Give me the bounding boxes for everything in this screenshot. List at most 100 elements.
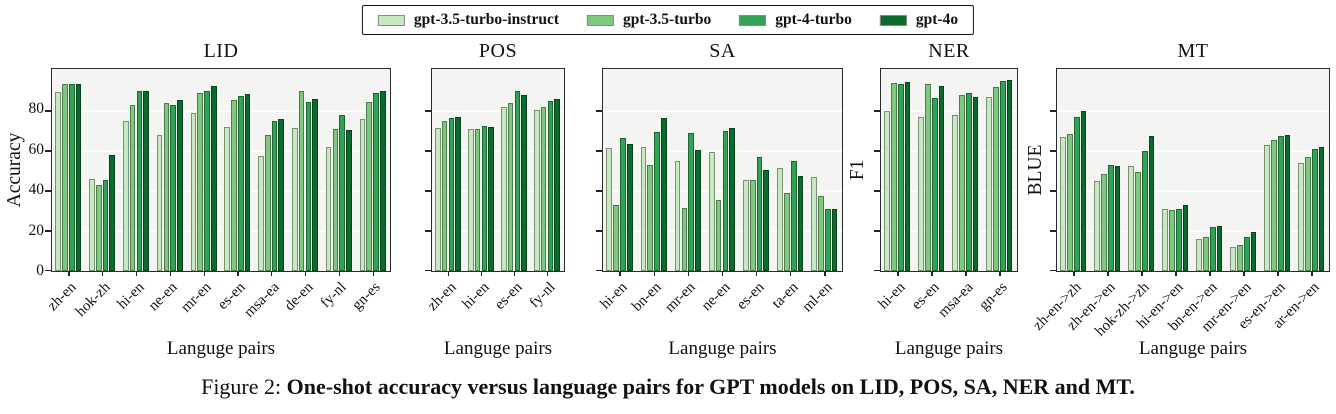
x-tick-mark xyxy=(169,271,171,276)
y-axis-label-f1: F1 xyxy=(847,159,868,181)
bar xyxy=(756,157,763,271)
bar xyxy=(1278,136,1284,271)
x-tick-label: msa-ea xyxy=(240,279,283,321)
bar xyxy=(891,83,897,271)
bar xyxy=(777,168,783,271)
bar xyxy=(972,97,979,271)
bar xyxy=(244,94,251,271)
bar xyxy=(514,91,520,271)
plot-area-lid: zh-en hok-zh hi-en ne-en mr-en es-en msa-ea de-… xyxy=(45,68,391,321)
chart-title: MT xyxy=(1177,40,1209,62)
x-tick-mark xyxy=(965,271,967,276)
bar xyxy=(1074,117,1080,271)
x-tick-mark xyxy=(619,271,621,276)
chart-title: SA xyxy=(709,40,736,62)
bar xyxy=(1169,210,1175,271)
bar xyxy=(237,96,244,271)
y-tick-mark xyxy=(596,269,602,271)
plot-area-mt: zh-en->zh zh-en->en hok-zh->zh hi-en->en bn-… xyxy=(1030,68,1330,340)
x-tick-label: ml-en xyxy=(799,279,836,316)
y-tick-mark xyxy=(425,110,431,112)
bar xyxy=(325,147,332,271)
bar xyxy=(708,152,715,271)
bar xyxy=(197,93,203,271)
x-tick-mark xyxy=(271,271,273,276)
x-tick-label: hok-zh xyxy=(72,279,114,321)
x-tick-mark xyxy=(546,271,549,276)
bar xyxy=(278,119,285,271)
bar xyxy=(109,155,116,271)
gridline xyxy=(1057,230,1329,232)
bar xyxy=(715,200,722,271)
bar xyxy=(373,93,379,271)
bar xyxy=(231,100,237,271)
x-tick-mark xyxy=(897,271,899,276)
y-tick-labels: 0 20 40 60 80 xyxy=(8,68,45,279)
bar xyxy=(1142,151,1148,271)
bar xyxy=(1318,147,1325,271)
gridline xyxy=(881,150,1017,152)
bar xyxy=(674,161,681,271)
bar xyxy=(271,121,278,271)
bar xyxy=(298,91,305,271)
bar xyxy=(1298,163,1305,271)
bar xyxy=(1210,227,1216,271)
legend-swatch-gpt4turbo xyxy=(739,14,767,26)
bar xyxy=(366,102,372,271)
chart-title: POS xyxy=(478,40,518,62)
chart-title: NER xyxy=(928,40,970,62)
x-tick-mark xyxy=(999,271,1001,276)
bar xyxy=(1237,245,1243,271)
y-tick-mark xyxy=(1050,110,1056,112)
bar xyxy=(346,130,352,271)
bar xyxy=(1148,136,1155,271)
x-axis-label: Languge pairs xyxy=(1138,338,1248,359)
bar xyxy=(62,84,68,271)
x-tick-mark xyxy=(480,271,483,276)
x-tick-mark xyxy=(1277,271,1279,276)
bar xyxy=(339,115,345,271)
bar xyxy=(783,193,790,271)
bar xyxy=(481,126,487,271)
x-tick-mark xyxy=(1209,271,1211,276)
y-tick-mark xyxy=(45,110,51,112)
bar xyxy=(1305,157,1311,271)
x-tick-label: es-en xyxy=(733,279,768,313)
bar xyxy=(1216,226,1223,271)
bar xyxy=(75,84,82,271)
gridline xyxy=(52,110,390,112)
x-tick-label: mr-en xyxy=(662,279,699,316)
bar xyxy=(547,101,553,271)
y-tick-mark xyxy=(874,190,880,192)
x-tick-mark xyxy=(931,271,933,276)
bar xyxy=(210,86,217,271)
x-tick-mark xyxy=(1175,271,1177,276)
x-tick-mark xyxy=(68,271,70,276)
x-tick-mark xyxy=(1073,271,1075,276)
legend-item: gpt-3.5-turbo xyxy=(586,11,711,29)
x-tick-label: ne-en xyxy=(146,279,181,315)
bar xyxy=(729,128,736,271)
bar xyxy=(722,131,729,271)
x-tick-mark xyxy=(824,271,826,276)
bar xyxy=(1244,237,1250,271)
bar xyxy=(1128,166,1135,271)
bar xyxy=(654,132,660,271)
bar xyxy=(1312,149,1318,271)
bar xyxy=(507,103,514,271)
x-tick-label: bn-en xyxy=(629,279,665,315)
bar xyxy=(1067,134,1073,271)
bar xyxy=(959,95,965,271)
y-tick-mark xyxy=(874,269,880,271)
bar xyxy=(818,196,824,271)
bar xyxy=(763,170,770,271)
x-tick-label: ne-en xyxy=(698,279,734,315)
y-tick-mark xyxy=(596,190,602,192)
bar xyxy=(904,82,911,271)
bar xyxy=(1060,137,1067,271)
bar xyxy=(224,127,231,271)
bar xyxy=(1108,165,1114,271)
x-tick-label: msa-ea xyxy=(935,279,977,321)
bar xyxy=(102,180,109,271)
plot-area-pos: zh-en hi-en es-en fy-nl xyxy=(424,68,565,314)
